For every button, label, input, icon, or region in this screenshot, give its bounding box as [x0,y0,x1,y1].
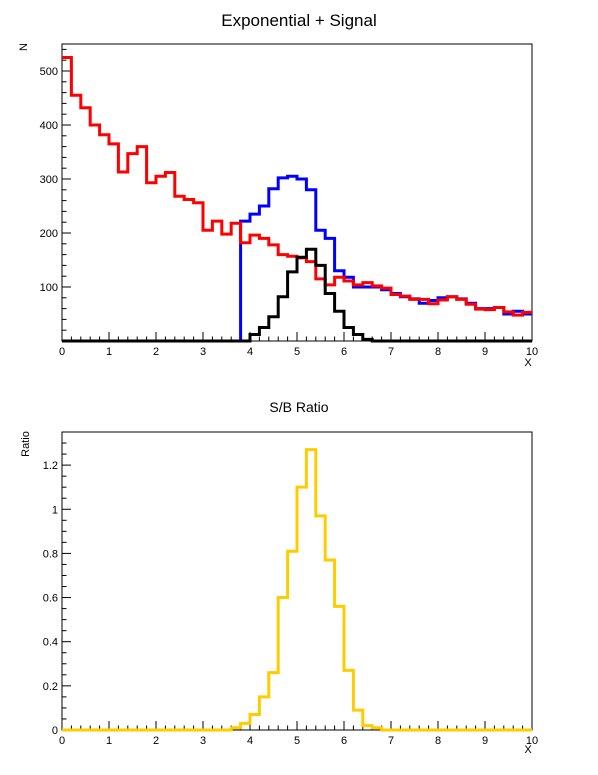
chart-sb-ratio: S/B Ratio X Ratio 0 1 2 3 4 5 6 7 8 9 10 0 0.2 0.4 0.6… [20,399,538,756]
y-tick-label: 0.6 [43,593,58,605]
x-tick-label: 2 [153,735,159,747]
y-tick-label: 0.8 [43,548,58,560]
y-tick-label: 100 [40,282,58,294]
y-tick-label: 400 [40,120,58,132]
x-tick-label: 9 [482,346,488,358]
x-tick-label: 3 [200,346,206,358]
series-layer [62,56,532,343]
x-tick-label: 4 [247,735,253,747]
y-tick-label: 0.4 [43,637,58,649]
y-tick-label: 1 [52,504,58,516]
x-tick-label: 10 [526,735,538,747]
plot-frame [61,431,533,731]
axis-ticks [61,48,533,342]
y-tick-label: 300 [40,174,58,186]
series-0-histogram [62,448,532,732]
x-tick-label: 0 [59,346,65,358]
axis-tick-labels: 0 1 2 3 4 5 6 7 8 9 10 0 0.2 0.4 0.6 0.8 1 1.2 [43,460,538,747]
x-tick-label: 1 [106,735,112,747]
chart-title: Exponential + Signal [221,11,376,30]
y-axis-label: N [18,43,30,51]
x-tick-label: 3 [200,735,206,747]
chart-title: S/B Ratio [269,399,328,415]
x-axis-label: X [524,357,532,369]
x-tick-label: 10 [526,346,538,358]
x-tick-label: 5 [294,735,300,747]
axis-ticks [61,431,533,731]
x-tick-label: 9 [482,735,488,747]
x-tick-label: 6 [341,735,347,747]
plot-frame [61,43,533,342]
x-tick-label: 7 [388,735,394,747]
x-tick-label: 1 [106,346,112,358]
series-layer [62,448,532,732]
x-tick-label: 5 [294,346,300,358]
y-tick-label: 0 [52,725,58,737]
y-tick-label: 500 [40,66,58,78]
series-2-histogram [62,247,532,343]
x-tick-label: 7 [388,346,394,358]
x-tick-label: 0 [59,735,65,747]
x-tick-label: 4 [247,346,253,358]
y-tick-label: 200 [40,228,58,240]
chart-exponential-signal: Exponential + Signal X N 0 1 2 3 4 5 6 7 8 9 10 100… [18,11,538,369]
series-1-histogram [62,56,532,317]
y-tick-label: 0.2 [43,681,58,693]
axis-tick-labels: 0 1 2 3 4 5 6 7 8 9 10 100 200 300 400 500 [40,66,538,358]
x-tick-label: 8 [435,346,441,358]
y-tick-label: 1.2 [43,460,58,472]
x-axis-label: X [524,744,532,756]
x-tick-label: 2 [153,346,159,358]
x-tick-label: 8 [435,735,441,747]
x-tick-label: 6 [341,346,347,358]
y-axis-label: Ratio [20,431,32,457]
